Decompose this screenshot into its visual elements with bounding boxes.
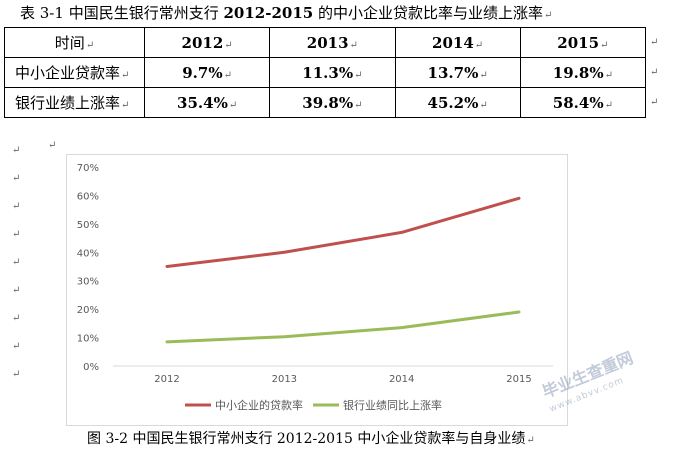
line-chart-svg: 0% 10% 20% 30% 40% 50% 60% 70% 2012 2013 2014 2015 中… xyxy=(77,163,553,412)
header-cell-time: 时间↵ xyxy=(4,27,145,58)
table-cell: 45.2%↵ xyxy=(394,87,521,118)
table-cell: 58.4%↵ xyxy=(519,87,647,118)
row-label-loan-rate: 中小企业贷款率↵ xyxy=(4,57,145,88)
header-cell-year: 2015↵ xyxy=(519,27,647,58)
table-cell: 13.7%↵ xyxy=(394,57,521,88)
table-cell: 11.3%↵ xyxy=(269,57,396,88)
legend-label-0: 中小企业的贷款率 xyxy=(215,398,303,412)
x-tick-label: 2014 xyxy=(389,374,414,385)
figure-caption-text: 图 3-2 中国民生银行常州支行 2012-2015 中小企业贷款率与自身业绩 xyxy=(87,431,526,447)
data-table: 时间↵ 2012↵ 2013↵ 2014↵ 2015↵ 中小企业贷款率↵ 9.7… xyxy=(4,27,647,118)
para-mark-icon: ↵ xyxy=(12,285,21,296)
para-mark-icon: ↵ xyxy=(12,173,21,184)
table-caption-prefix: 表 3-1 中国民生银行常州支行 xyxy=(20,4,224,22)
paragraph-marks: ↵ ↵ ↵ ↵ ↵ ↵ ↵ ↵ ↵ xyxy=(12,145,20,397)
row-end-mark-icon: ↵ xyxy=(650,97,659,108)
series-line-1 xyxy=(165,310,521,344)
y-tick-label: 70% xyxy=(77,163,99,174)
y-tick-label: 20% xyxy=(77,305,99,316)
para-mark-icon: ↵ xyxy=(12,201,21,212)
para-mark-icon: ↵ xyxy=(543,10,553,21)
x-tick-label: 2012 xyxy=(154,374,179,385)
line-chart: 0% 10% 20% 30% 40% 50% 60% 70% 2012 2013 2014 2015 中… xyxy=(66,154,568,426)
table-caption-suffix: 的中小企业贷款比率与业绩上涨率 xyxy=(313,4,543,22)
header-cell-year: 2013↵ xyxy=(269,27,396,58)
para-mark-icon: ↵ xyxy=(526,435,535,446)
legend-label-1: 银行业绩同比上涨率 xyxy=(343,398,442,412)
y-tick-label: 10% xyxy=(77,334,99,345)
para-mark-icon: ↵ xyxy=(12,229,21,240)
para-mark-icon: ↵ xyxy=(12,257,21,268)
row-end-mark-icon: ↵ xyxy=(650,67,659,78)
para-mark-icon: ↵ xyxy=(12,341,21,352)
table-header-row: 时间↵ 2012↵ 2013↵ 2014↵ 2015↵ xyxy=(4,27,647,58)
table-row: 中小企业贷款率↵ 9.7%↵ 11.3%↵ 13.7%↵ 19.8%↵ xyxy=(4,57,647,88)
row-label-growth-rate: 银行业绩上涨率↵ xyxy=(4,87,145,118)
para-mark-icon: ↵ xyxy=(12,313,21,324)
y-tick-label: 60% xyxy=(77,191,99,202)
table-row: 银行业绩上涨率↵ 35.4%↵ 39.8%↵ 45.2%↵ 58.4%↵ xyxy=(4,87,647,118)
y-tick-label: 40% xyxy=(77,248,99,259)
para-mark-icon: ↵ xyxy=(12,145,21,156)
row-end-mark-icon: ↵ xyxy=(650,37,659,48)
para-mark-icon: ↵ xyxy=(48,140,57,151)
table-caption: 表 3-1 中国民生银行常州支行 2012-2015 的中小企业贷款比率与业绩上… xyxy=(20,3,660,26)
x-tick-label: 2013 xyxy=(272,374,297,385)
y-tick-label: 30% xyxy=(77,277,99,288)
x-tick-label: 2015 xyxy=(506,374,531,385)
y-tick-label: 50% xyxy=(77,220,99,231)
header-cell-year: 2014↵ xyxy=(394,27,521,58)
figure-caption: 图 3-2 中国民生银行常州支行 2012-2015 中小企业贷款率与自身业绩↵ xyxy=(87,430,647,450)
header-cell-year: 2012↵ xyxy=(143,27,271,58)
table-caption-years: 2012-2015 xyxy=(223,4,314,22)
y-tick-label: 0% xyxy=(83,362,99,373)
series-line-0 xyxy=(165,196,521,268)
table-cell: 35.4%↵ xyxy=(143,87,271,118)
table-cell: 9.7%↵ xyxy=(143,57,271,88)
para-mark-icon: ↵ xyxy=(12,369,21,380)
table-cell: 19.8%↵ xyxy=(519,57,647,88)
table-cell: 39.8%↵ xyxy=(269,87,396,118)
